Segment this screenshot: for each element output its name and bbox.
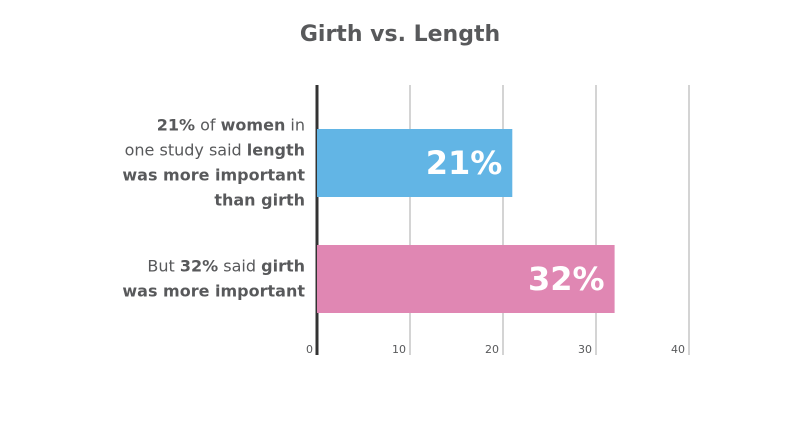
label-run: 32% <box>180 256 218 275</box>
label-run: than girth <box>214 190 305 209</box>
category-label: 21% of women in <box>157 115 305 134</box>
x-tick-label: 30 <box>578 343 592 356</box>
label-run: of <box>195 115 221 134</box>
category-label: was more important <box>122 165 305 184</box>
label-run: But <box>147 256 179 275</box>
label-run: said <box>218 256 261 275</box>
label-run: girth <box>261 256 305 275</box>
label-run: was more important <box>122 165 305 184</box>
label-run: 21% <box>157 115 195 134</box>
value-label: 32% <box>528 260 605 298</box>
bar <box>317 245 615 313</box>
category-label: But 32% said girth <box>147 256 305 275</box>
x-tick-label: 20 <box>485 343 499 356</box>
label-run: length <box>247 140 305 159</box>
label-run: in <box>285 115 305 134</box>
label-run: women <box>221 115 286 134</box>
value-label: 21% <box>426 144 503 182</box>
x-tick-label: 40 <box>671 343 685 356</box>
bar <box>317 129 513 197</box>
category-label: one study said length <box>125 140 305 159</box>
x-tick-label: 0 <box>306 343 313 356</box>
category-label: than girth <box>214 190 305 209</box>
x-tick-label: 10 <box>392 343 406 356</box>
category-label: was more important <box>122 281 305 300</box>
label-run: was more important <box>122 281 305 300</box>
label-run: one study said <box>125 140 247 159</box>
chart-title: Girth vs. Length <box>300 22 500 47</box>
